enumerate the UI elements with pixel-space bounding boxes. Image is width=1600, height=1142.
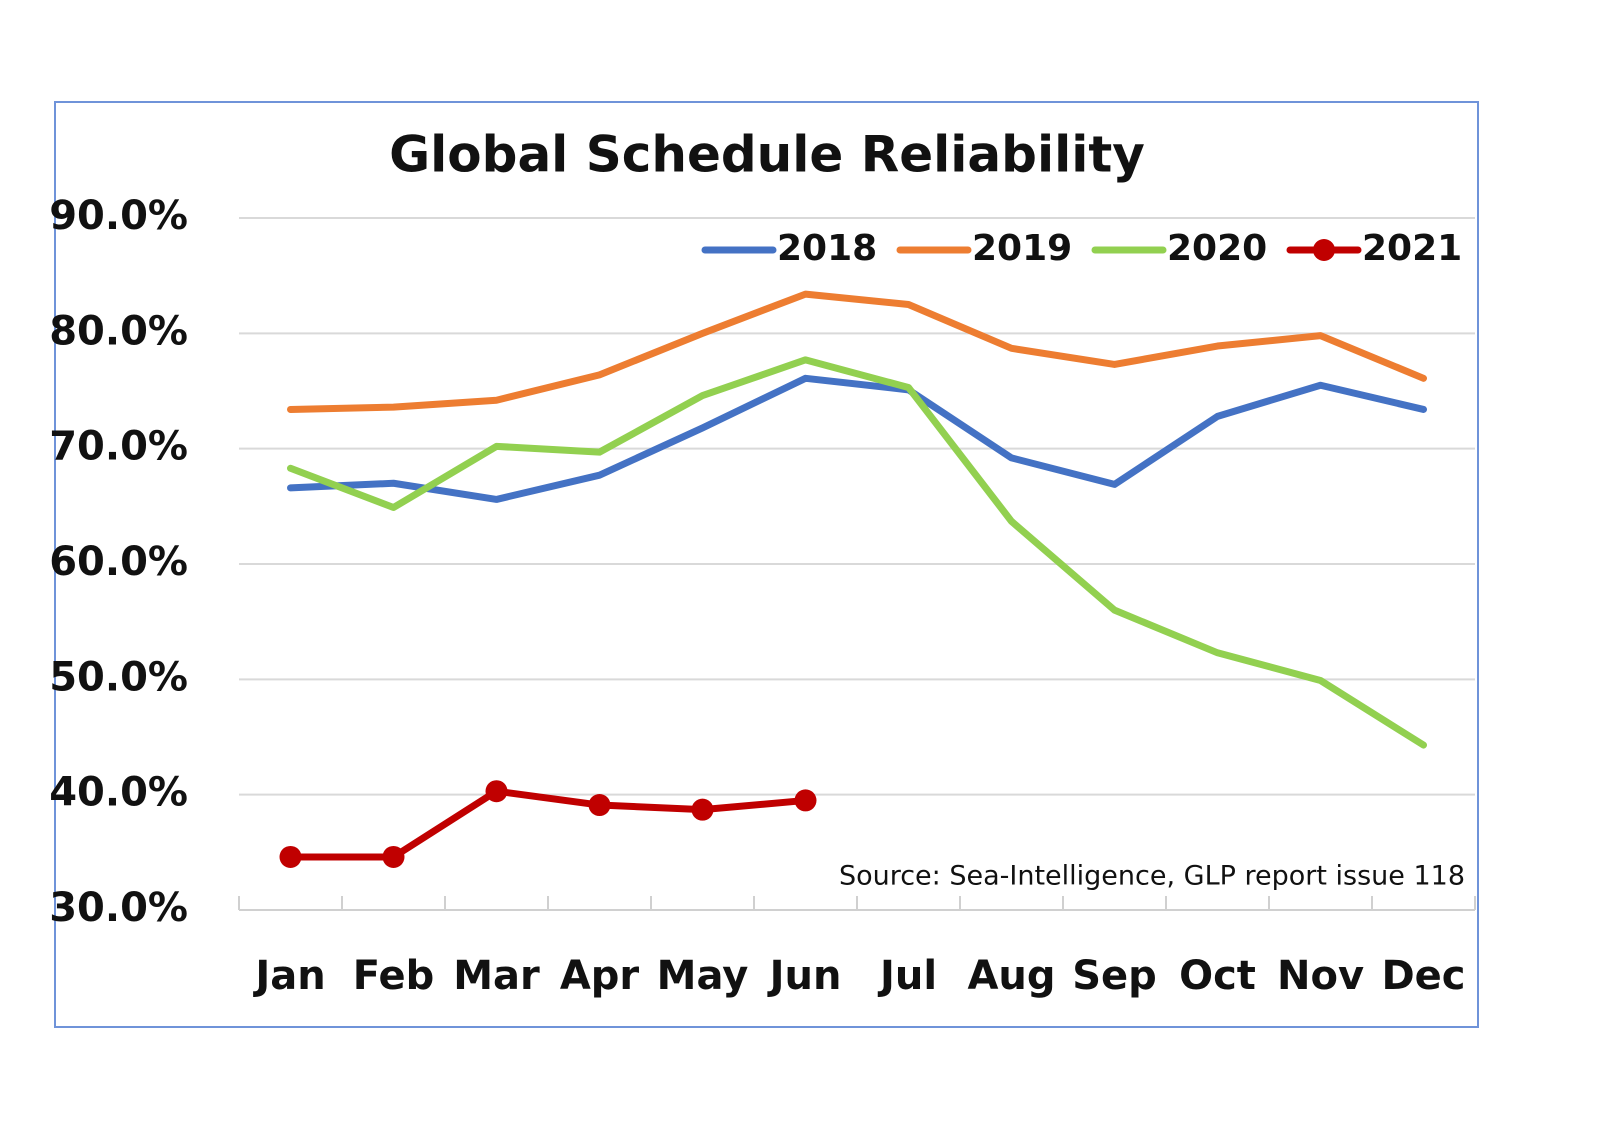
x-tick-label: Jun: [767, 953, 842, 999]
point: [691, 798, 714, 821]
source-note: Source: Sea-Intelligence, GLP report iss…: [839, 861, 1465, 892]
series-line: [287, 374, 1427, 503]
legend-label: 2019: [972, 228, 1072, 269]
chart-title: Global Schedule Reliability: [389, 126, 1145, 184]
x-tick-label: Dec: [1381, 953, 1465, 999]
series-line: [287, 290, 1427, 413]
x-tick-label: Aug: [967, 953, 1055, 999]
series-line: [287, 787, 809, 861]
y-tick-label: 60.0%: [49, 539, 188, 585]
x-tick-label: Jul: [877, 953, 937, 999]
x-tick-label: Oct: [1179, 953, 1256, 999]
point: [588, 794, 611, 817]
y-tick-label: 70.0%: [49, 424, 188, 470]
y-tick-label: 90.0%: [49, 193, 188, 239]
x-tick-label: Sep: [1072, 953, 1157, 999]
point: [794, 789, 817, 812]
y-tick-label: 30.0%: [49, 885, 188, 931]
point: [279, 845, 302, 868]
legend-marker: [1313, 239, 1335, 261]
legend-label: 2018: [777, 228, 877, 269]
y-tick-label: 50.0%: [49, 654, 188, 700]
x-tick-label: Apr: [560, 953, 640, 999]
x-tick-label: Mar: [453, 953, 540, 999]
series-line: [287, 356, 1427, 749]
legend-label: 2020: [1167, 228, 1267, 269]
x-tick-label: May: [657, 953, 749, 999]
y-tick-label: 40.0%: [49, 770, 188, 816]
x-tick-label: Jan: [252, 953, 325, 999]
point: [485, 780, 508, 803]
legend-label: 2021: [1362, 228, 1462, 269]
point: [382, 845, 405, 868]
y-tick-label: 80.0%: [49, 308, 188, 354]
x-tick-label: Nov: [1277, 953, 1364, 999]
x-tick-label: Feb: [353, 953, 434, 999]
